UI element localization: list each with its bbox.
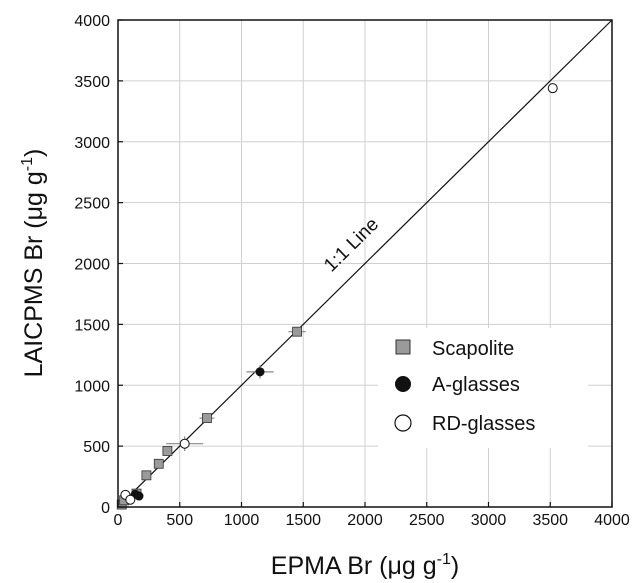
- reference-line-1-to-1: [117, 19, 613, 508]
- y-tick-label: 3000: [74, 135, 110, 152]
- y-tick-label: 1500: [74, 317, 110, 334]
- y-axis-title-superscript: -1: [19, 157, 36, 171]
- y-tick-label: 4000: [74, 13, 110, 30]
- legend-label-a-glasses: A-glasses: [432, 374, 520, 396]
- data-point-rd-glasses: [125, 494, 136, 505]
- x-tick-label: 500: [166, 512, 193, 529]
- y-tick-label: 1000: [74, 378, 110, 395]
- legend-label-scapolite: Scapolite: [432, 338, 514, 360]
- y-tick-label: 2000: [74, 257, 110, 274]
- data-point-scapolite: [292, 326, 302, 337]
- y-tick-label: 2500: [74, 196, 110, 213]
- legend-marker-scapolite: [395, 339, 411, 355]
- y-axis-title: LAICPMS Br (μg g-1): [19, 149, 48, 378]
- legend-background: [378, 328, 588, 448]
- legend: Scapolite A-glasses RD-glasses: [378, 328, 588, 448]
- legend-marker-a-glasses: [395, 376, 411, 392]
- x-tick-label: 2000: [347, 512, 383, 529]
- data-point-rd-glasses: [547, 83, 558, 94]
- legend-label-rd-glasses: RD-glasses: [432, 413, 535, 435]
- data-point-scapolite: [153, 458, 164, 469]
- data-point-scapolite: [141, 470, 152, 481]
- y-tick-label: 0: [101, 500, 110, 517]
- y-tick-label: 500: [83, 439, 110, 456]
- x-axis-title: EPMA Br (μg g-1): [271, 551, 459, 580]
- x-axis-ticks: 0 500 1000 1500 2000 2500 3000 3500 4000: [114, 502, 630, 529]
- data-points: [116, 83, 558, 510]
- x-axis-title-end: ): [451, 552, 459, 580]
- data-point-scapolite: [202, 413, 212, 424]
- data-point-a-glasses: [134, 491, 144, 501]
- x-tick-label: 2500: [409, 512, 445, 529]
- x-tick-label: 3000: [471, 512, 507, 529]
- x-tick-label: 1000: [224, 512, 260, 529]
- x-tick-label: 4000: [594, 512, 630, 529]
- x-tick-label: 0: [114, 512, 123, 529]
- data-point-a-glasses: [255, 367, 265, 377]
- x-tick-label: 3500: [532, 512, 568, 529]
- y-tick-label: 3500: [74, 74, 110, 91]
- x-axis-title-main: EPMA Br (μg g: [271, 552, 437, 580]
- data-point-scapolite: [162, 446, 173, 456]
- y-axis-title-end: ): [20, 149, 48, 157]
- y-axis-title-main: LAICPMS Br (μg g: [20, 171, 48, 377]
- legend-marker-rd-glasses: [394, 414, 412, 432]
- x-axis-title-superscript: -1: [437, 551, 451, 568]
- x-tick-label: 1500: [285, 512, 321, 529]
- y-axis-ticks: 0 500 1000 1500 2000 2500 3000 3500 4000: [74, 13, 123, 517]
- data-point-rd-glasses: [179, 438, 190, 449]
